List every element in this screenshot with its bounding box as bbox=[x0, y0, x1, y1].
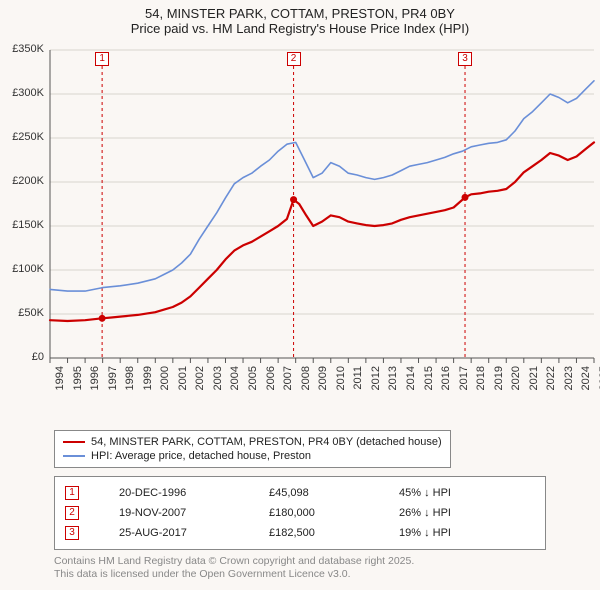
y-axis-label: £0 bbox=[0, 351, 44, 363]
chart-marker-badge: 2 bbox=[287, 52, 301, 66]
x-axis-label: 1998 bbox=[124, 366, 136, 396]
chart-marker-badge: 3 bbox=[458, 52, 472, 66]
y-axis-label: £150K bbox=[0, 219, 44, 231]
y-axis-label: £100K bbox=[0, 263, 44, 275]
legend-label: 54, MINSTER PARK, COTTAM, PRESTON, PR4 0… bbox=[91, 436, 442, 448]
footnote-line1: Contains HM Land Registry data © Crown c… bbox=[54, 555, 414, 568]
x-axis-label: 2015 bbox=[423, 366, 435, 396]
x-axis-label: 2014 bbox=[405, 366, 417, 396]
footnote-line2: This data is licensed under the Open Gov… bbox=[54, 568, 414, 581]
x-axis-label: 2018 bbox=[475, 366, 487, 396]
x-axis-label: 2020 bbox=[510, 366, 522, 396]
y-axis-label: £350K bbox=[0, 43, 44, 55]
x-axis-label: 2019 bbox=[493, 366, 505, 396]
title-line2: Price paid vs. HM Land Registry's House … bbox=[0, 21, 600, 36]
x-axis-label: 2006 bbox=[265, 366, 277, 396]
legend-swatch bbox=[63, 441, 85, 443]
x-axis-label: 2024 bbox=[580, 366, 592, 396]
legend-label: HPI: Average price, detached house, Pres… bbox=[91, 450, 311, 462]
footnote: Contains HM Land Registry data © Crown c… bbox=[54, 555, 414, 581]
x-axis-label: 2021 bbox=[528, 366, 540, 396]
x-axis-label: 2004 bbox=[229, 366, 241, 396]
sale-date: 19-NOV-2007 bbox=[119, 507, 229, 519]
x-axis-label: 1994 bbox=[54, 366, 66, 396]
x-axis-label: 2011 bbox=[352, 366, 364, 396]
marker-badge: 3 bbox=[65, 526, 79, 540]
sale-price: £45,098 bbox=[269, 487, 359, 499]
chart-area: 1 2 3 £0 £50K £100K £150K £200K £250K £300K £350K 1… bbox=[0, 42, 600, 424]
y-axis-label: £250K bbox=[0, 131, 44, 143]
table-row: 2 19-NOV-2007 £180,000 26% ↓ HPI bbox=[65, 503, 535, 523]
x-axis-label: 2016 bbox=[440, 366, 452, 396]
x-axis-label: 1999 bbox=[142, 366, 154, 396]
marker-badge: 2 bbox=[65, 506, 79, 520]
x-axis-label: 2003 bbox=[212, 366, 224, 396]
x-axis-label: 2002 bbox=[194, 366, 206, 396]
sale-date: 20-DEC-1996 bbox=[119, 487, 229, 499]
legend-item: 54, MINSTER PARK, COTTAM, PRESTON, PR4 0… bbox=[63, 435, 442, 449]
x-axis-label: 2007 bbox=[282, 366, 294, 396]
sale-delta: 45% ↓ HPI bbox=[399, 487, 451, 499]
x-axis-label: 2010 bbox=[335, 366, 347, 396]
legend-item: HPI: Average price, detached house, Pres… bbox=[63, 449, 442, 463]
x-axis-label: 2005 bbox=[247, 366, 259, 396]
table-row: 3 25-AUG-2017 £182,500 19% ↓ HPI bbox=[65, 523, 535, 543]
marker-badge: 1 bbox=[65, 486, 79, 500]
legend-swatch bbox=[63, 455, 85, 457]
x-axis-label: 2000 bbox=[159, 366, 171, 396]
x-axis-label: 2022 bbox=[545, 366, 557, 396]
x-axis-label: 2017 bbox=[458, 366, 470, 396]
x-axis-label: 2023 bbox=[563, 366, 575, 396]
table-row: 1 20-DEC-1996 £45,098 45% ↓ HPI bbox=[65, 483, 535, 503]
sale-date: 25-AUG-2017 bbox=[119, 527, 229, 539]
x-axis-label: 2009 bbox=[317, 366, 329, 396]
sale-delta: 26% ↓ HPI bbox=[399, 507, 451, 519]
x-axis-label: 2001 bbox=[177, 366, 189, 396]
legend: 54, MINSTER PARK, COTTAM, PRESTON, PR4 0… bbox=[54, 430, 451, 468]
sale-price: £180,000 bbox=[269, 507, 359, 519]
x-axis-label: 2012 bbox=[370, 366, 382, 396]
x-axis-label: 2013 bbox=[387, 366, 399, 396]
y-axis-label: £200K bbox=[0, 175, 44, 187]
y-axis-label: £300K bbox=[0, 87, 44, 99]
sales-table: 1 20-DEC-1996 £45,098 45% ↓ HPI 2 19-NOV… bbox=[54, 476, 546, 550]
sale-price: £182,500 bbox=[269, 527, 359, 539]
x-axis-label: 1997 bbox=[107, 366, 119, 396]
x-axis-label: 2008 bbox=[300, 366, 312, 396]
page: 54, MINSTER PARK, COTTAM, PRESTON, PR4 0… bbox=[0, 0, 600, 590]
y-axis-label: £50K bbox=[0, 307, 44, 319]
chart-marker-badge: 1 bbox=[95, 52, 109, 66]
sale-delta: 19% ↓ HPI bbox=[399, 527, 451, 539]
x-axis-label: 1995 bbox=[72, 366, 84, 396]
x-axis-label: 1996 bbox=[89, 366, 101, 396]
title-line1: 54, MINSTER PARK, COTTAM, PRESTON, PR4 0… bbox=[0, 6, 600, 21]
chart-title: 54, MINSTER PARK, COTTAM, PRESTON, PR4 0… bbox=[0, 0, 600, 38]
